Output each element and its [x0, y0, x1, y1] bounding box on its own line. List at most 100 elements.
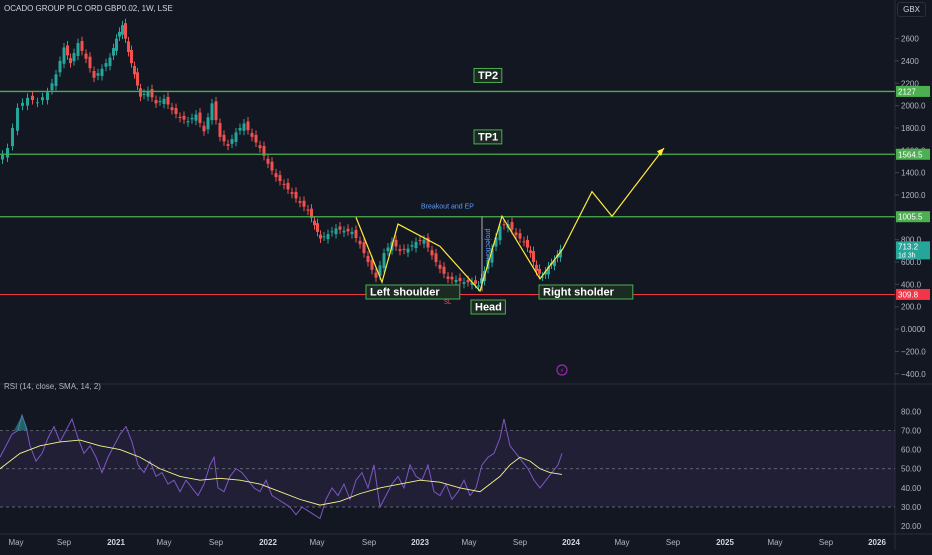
time-axis-label: 2021	[107, 538, 125, 547]
level-badge-tp1	[896, 148, 930, 160]
candle-body	[250, 132, 254, 137]
candle-body	[290, 192, 294, 194]
candle-body	[494, 237, 498, 247]
candle-body	[386, 247, 390, 252]
candle-body	[547, 266, 550, 275]
candle-body	[76, 43, 80, 56]
time-axis-label: Sep	[57, 538, 72, 547]
rsi-tick-label: 60.00	[901, 446, 922, 455]
candle-body	[21, 102, 24, 106]
candle-body	[378, 265, 382, 276]
candle-body	[532, 251, 535, 263]
candle-body	[535, 264, 538, 271]
time-axis-label: May	[309, 538, 324, 547]
candle-body	[454, 279, 458, 283]
candle-body	[139, 88, 142, 97]
candle-body	[238, 127, 242, 131]
candle-body	[190, 117, 194, 120]
candle-body	[154, 100, 158, 104]
candle-body	[158, 101, 162, 103]
tp1-label: TP1	[478, 131, 498, 143]
candle-body	[374, 272, 378, 278]
candle-body	[96, 73, 100, 76]
candle-body	[306, 209, 310, 211]
candle-body	[322, 236, 326, 238]
candle-body	[310, 208, 313, 218]
candle-body	[108, 57, 112, 66]
pattern-zigzag	[355, 214, 564, 293]
candle-body	[146, 91, 150, 97]
candle-body	[274, 173, 278, 178]
candle-body	[118, 31, 121, 37]
candle-body	[50, 83, 54, 91]
candle-body	[394, 239, 398, 247]
breakout-label: Breakout and EP	[421, 203, 474, 210]
tp1-label-box	[473, 129, 503, 145]
time-axis-label: Sep	[819, 538, 834, 547]
candle-body	[438, 264, 442, 269]
candle-body	[72, 53, 76, 62]
price-tick-label: 2400	[901, 57, 919, 66]
rsi-ma-line	[0, 439, 563, 506]
candle-body	[124, 23, 127, 39]
candle-body	[426, 237, 430, 248]
candle-body	[270, 161, 274, 171]
price-tick-label: 1400.0	[901, 169, 926, 178]
candle-body	[342, 230, 346, 233]
candle-body	[166, 96, 170, 105]
candle-body	[69, 58, 72, 64]
candle-body	[418, 239, 422, 241]
candle-body	[100, 68, 104, 77]
candle-body	[182, 115, 186, 120]
candle-body	[474, 280, 477, 284]
candle-body	[398, 249, 402, 251]
time-axis-label: 2026	[868, 538, 886, 547]
candle-body	[510, 222, 514, 230]
time-axis-label: 2023	[411, 538, 429, 547]
last-price-badge	[896, 241, 930, 260]
level-badge-label: 309.8	[898, 290, 919, 299]
rsi-tick-label: 80.00	[901, 407, 922, 416]
candle-body	[258, 145, 262, 149]
candle-body	[502, 224, 506, 226]
candle-body	[480, 278, 483, 284]
price-tick-label: 1800.0	[901, 124, 926, 133]
candle-body	[222, 134, 226, 142]
candle-body	[16, 107, 19, 131]
candle-body	[262, 146, 266, 156]
candle-body	[234, 132, 238, 142]
candle-body	[316, 223, 319, 232]
time-axis-label: Sep	[513, 538, 528, 547]
candle-body	[326, 234, 330, 240]
time-axis-label: May	[156, 538, 171, 547]
lightning-icon	[556, 364, 568, 376]
candle-body	[36, 102, 39, 104]
left-shoulder-label-box	[365, 284, 461, 300]
candle-body	[178, 116, 182, 118]
price-tick-label: 800.0	[901, 236, 922, 245]
currency-button[interactable]: GBX	[897, 2, 926, 17]
price-tick-label: 0.0000	[901, 325, 926, 334]
candle-body	[92, 70, 96, 78]
candle-body	[350, 231, 354, 235]
rsi-line	[0, 413, 563, 520]
candle-body	[466, 280, 470, 283]
candle-body	[434, 253, 438, 263]
candle-body	[1, 154, 4, 160]
candle-body	[130, 49, 133, 64]
candle-body	[458, 277, 462, 282]
projection-path	[562, 147, 665, 249]
price-tick-label: 2000.0	[901, 102, 926, 111]
rsi-tick-label: 40.00	[901, 484, 922, 493]
candle-body	[210, 103, 214, 121]
candle-body	[66, 45, 69, 56]
candle-body	[41, 97, 44, 101]
candle-body	[84, 53, 88, 59]
candle-body	[186, 121, 190, 123]
rsi-indicator-label[interactable]: RSI (14, close, SMA, 14, 2)	[4, 382, 101, 391]
candle-body	[246, 121, 250, 131]
candle-body	[366, 255, 370, 263]
time-axis-label: May	[614, 538, 629, 547]
